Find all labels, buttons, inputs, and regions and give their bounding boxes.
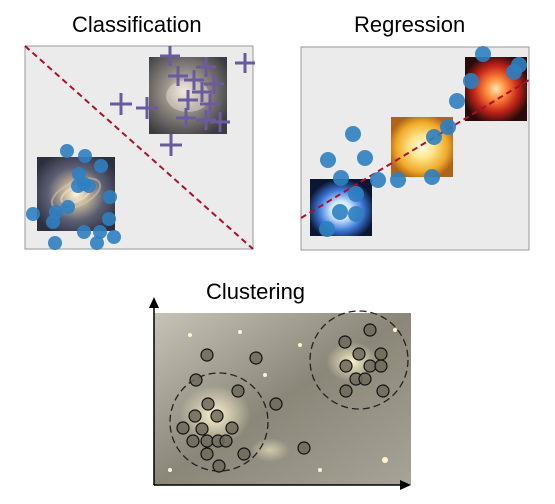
cluster-point xyxy=(200,348,214,362)
cluster-point xyxy=(269,397,283,411)
class-a-point xyxy=(77,225,91,239)
cluster-point xyxy=(212,459,226,473)
regression-point xyxy=(370,172,386,188)
regression-fit-line xyxy=(300,79,530,219)
regression-point xyxy=(463,73,479,89)
cluster-points xyxy=(176,323,390,473)
class-b-point xyxy=(160,134,182,156)
class-b-point xyxy=(210,112,230,132)
x-axis-arrow xyxy=(400,480,411,490)
regression-point xyxy=(348,206,364,222)
cluster-boundary-right xyxy=(309,310,409,410)
cluster-point xyxy=(338,335,352,349)
class-b-point xyxy=(184,70,204,90)
regression-title: Regression xyxy=(354,12,466,37)
cluster-point xyxy=(219,434,233,448)
class-a-point xyxy=(60,144,74,158)
class-b-point xyxy=(168,66,188,86)
class-a-point xyxy=(26,207,40,221)
cluster-point xyxy=(210,409,224,423)
regression-point xyxy=(390,172,406,188)
regression-point xyxy=(357,150,373,166)
regression-point xyxy=(320,152,336,168)
class-b-point xyxy=(178,90,198,110)
cluster-point xyxy=(176,421,190,435)
class-a-point xyxy=(48,236,62,250)
classification-panel xyxy=(24,45,255,250)
class-a-point xyxy=(82,179,96,193)
regression-point xyxy=(475,46,491,62)
cluster-point xyxy=(363,323,377,337)
regression-point xyxy=(506,64,522,80)
class-a-point xyxy=(93,225,107,239)
cluster-boundary-left xyxy=(169,372,269,472)
decision-boundary-line xyxy=(24,45,254,250)
class-a-point xyxy=(61,200,75,214)
clustering-panel xyxy=(149,297,411,490)
class-a-points xyxy=(26,144,121,250)
regression-point xyxy=(333,170,349,186)
class-b-point xyxy=(204,74,224,94)
cluster-point xyxy=(225,421,239,435)
class-a-point xyxy=(90,236,104,250)
cluster-point xyxy=(189,373,203,387)
cluster-point xyxy=(363,359,377,373)
cluster-point xyxy=(186,434,200,448)
class-a-point xyxy=(94,159,108,173)
regression-point xyxy=(424,169,440,185)
galaxy-cluster-image xyxy=(154,313,411,485)
class-b-point xyxy=(196,110,216,130)
regression-point xyxy=(319,221,335,237)
y-axis-arrow xyxy=(149,297,159,308)
regression-point xyxy=(426,129,442,145)
regression-point xyxy=(332,204,348,220)
clustering-title: Clustering xyxy=(206,279,306,304)
class-a-point xyxy=(103,190,117,204)
cluster-point xyxy=(200,447,214,461)
class-b-point xyxy=(235,53,255,73)
regression-point xyxy=(440,119,456,135)
regression-point xyxy=(449,93,465,109)
class-a-point xyxy=(71,179,85,193)
cluster-point xyxy=(237,447,251,461)
cluster-point xyxy=(200,434,214,448)
cluster-point xyxy=(374,347,388,361)
regression-point xyxy=(348,186,364,202)
class-b-point xyxy=(196,57,216,77)
cluster-point xyxy=(231,384,245,398)
cluster-point xyxy=(188,409,202,423)
classification-title: Classification xyxy=(72,12,202,37)
class-a-point xyxy=(46,215,60,229)
cluster-point xyxy=(297,441,311,455)
class-b-point xyxy=(160,46,180,66)
cluster-point xyxy=(195,422,209,436)
cluster-point xyxy=(358,372,372,386)
class-b-point xyxy=(192,82,212,102)
cluster-point xyxy=(352,347,366,361)
cluster-point xyxy=(249,351,263,365)
regression-point xyxy=(345,126,361,142)
class-a-point xyxy=(107,230,121,244)
cluster-point xyxy=(339,359,353,373)
regression-panel xyxy=(300,46,530,251)
regression-points xyxy=(319,46,527,237)
class-b-point xyxy=(200,94,220,114)
class-b-point xyxy=(176,108,196,128)
class-a-point xyxy=(102,212,116,226)
class-b-point xyxy=(110,93,132,115)
class-b-points xyxy=(110,46,255,156)
cluster-point xyxy=(339,384,353,398)
cluster-point xyxy=(376,384,390,398)
class-a-point xyxy=(78,149,92,163)
cluster-point xyxy=(201,397,215,411)
class-b-point xyxy=(136,97,158,119)
cluster-point xyxy=(374,359,388,373)
